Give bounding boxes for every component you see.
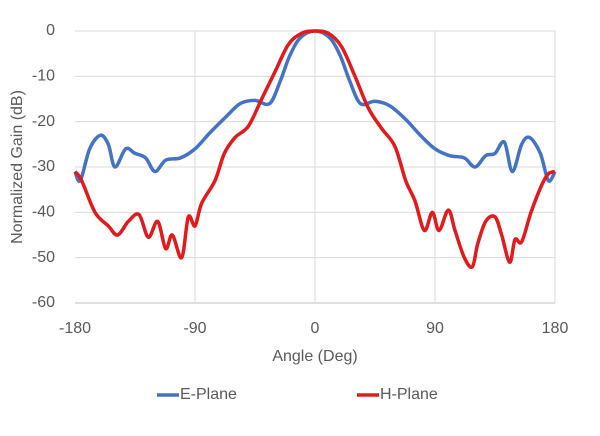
y-tick-label: 0: [46, 22, 55, 39]
x-tick-label: 180: [542, 320, 569, 337]
y-tick-label: -40: [32, 204, 55, 221]
x-tick-label: -180: [59, 320, 91, 337]
legend-label: E-Plane: [180, 386, 237, 403]
y-tick-label: -60: [32, 294, 55, 311]
series-line: [73, 29, 556, 269]
y-tick-label: -30: [32, 158, 55, 175]
y-axis-title: Normalized Gain (dB): [9, 90, 26, 244]
y-tick-label: -10: [32, 68, 55, 85]
x-axis-title: Angle (Deg): [272, 348, 357, 365]
y-tick-label: -20: [32, 113, 55, 130]
legend-label: H-Plane: [380, 386, 438, 403]
x-tick-label: 90: [426, 320, 444, 337]
y-tick-label: -50: [32, 249, 55, 266]
x-tick-label: -90: [183, 320, 206, 337]
x-tick-label: 0: [311, 320, 320, 337]
